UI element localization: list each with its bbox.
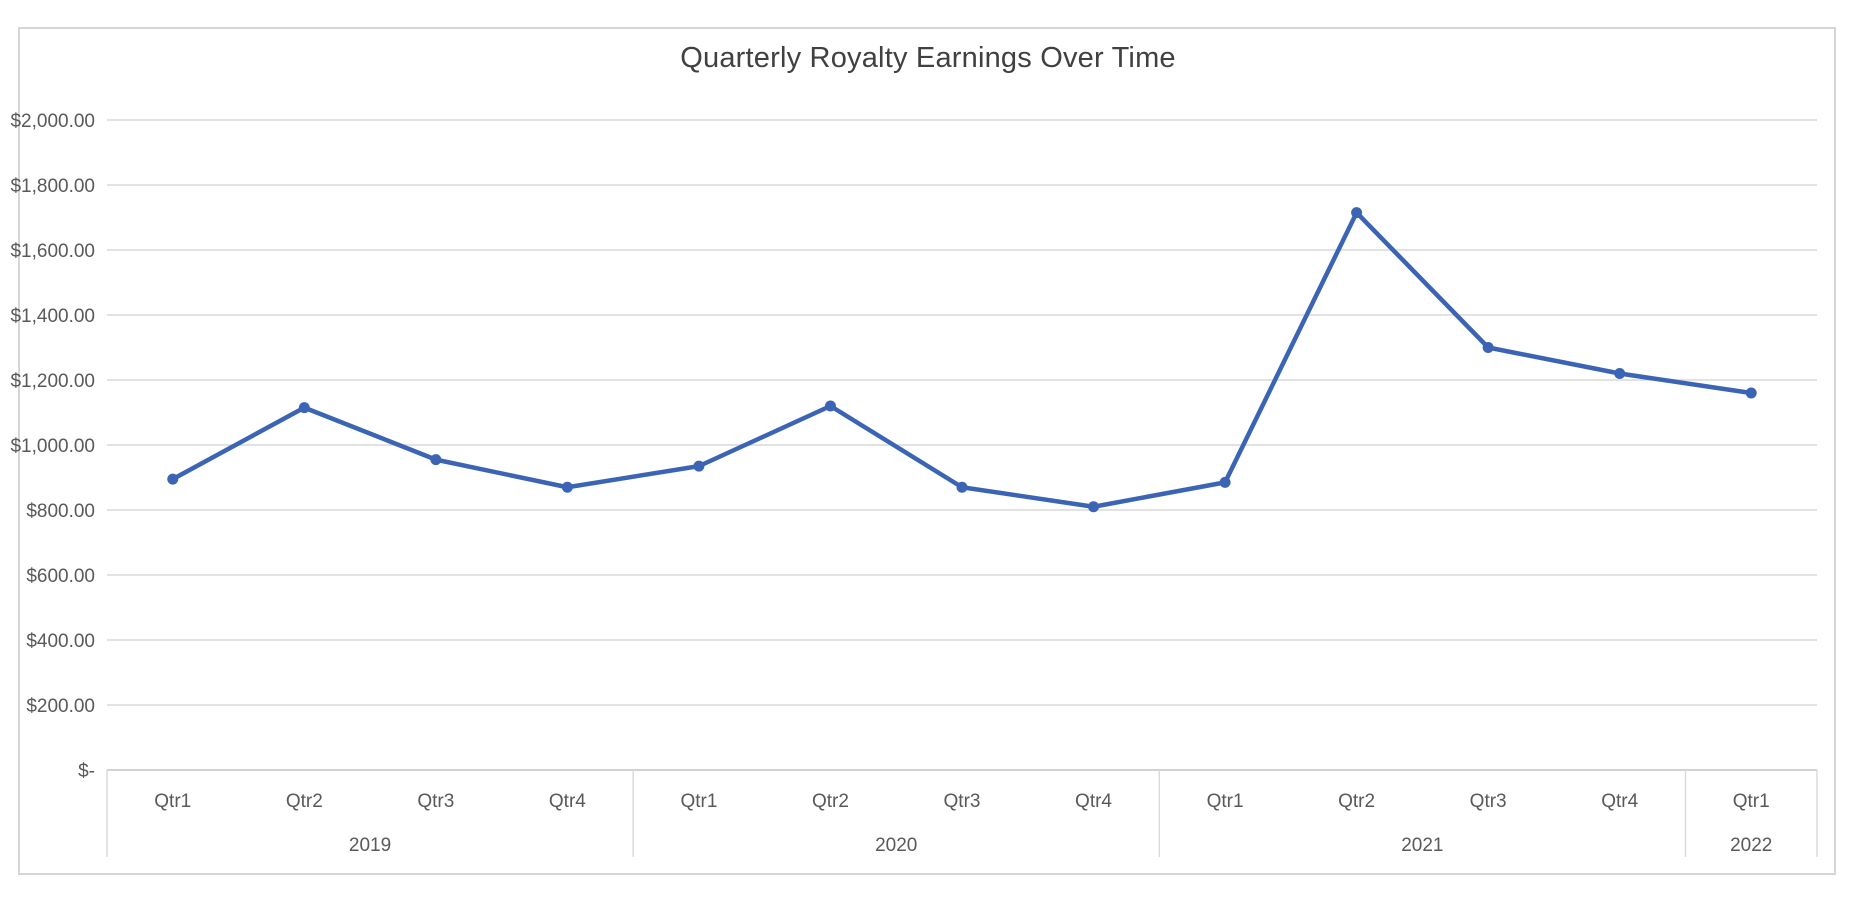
data-point-marker: [693, 460, 705, 472]
x-quarter-label: Qtr3: [1470, 791, 1507, 812]
y-tick-label: $2,000.00: [10, 111, 95, 132]
y-tick-label: $1,000.00: [10, 436, 95, 457]
y-tick-label: $400.00: [26, 631, 95, 652]
year-label: 2019: [349, 835, 391, 856]
chart-frame: [18, 27, 1836, 875]
data-point-marker: [1614, 368, 1626, 379]
x-quarter-label: Qtr4: [1075, 791, 1112, 812]
data-point-marker: [956, 481, 968, 493]
data-point-marker: [430, 454, 442, 466]
x-quarter-label: Qtr4: [549, 791, 586, 812]
series-line: [170, 210, 1754, 509]
x-quarter-label: Qtr1: [1207, 791, 1244, 812]
y-tick-label: $1,600.00: [10, 241, 95, 262]
year-label: 2022: [1730, 835, 1772, 856]
data-point-marker: [561, 481, 573, 493]
y-tick-label: $1,200.00: [10, 371, 95, 392]
y-tick-label: $1,400.00: [10, 306, 95, 327]
x-quarter-label: Qtr1: [154, 791, 191, 812]
y-tick-label: $800.00: [26, 501, 95, 522]
year-label: 2020: [875, 835, 917, 856]
y-tick-label: $1,800.00: [10, 176, 95, 197]
data-point-marker: [1351, 207, 1363, 219]
data-point-marker: [298, 402, 310, 414]
x-quarter-label: Qtr2: [812, 791, 849, 812]
x-quarter-label: Qtr2: [1338, 791, 1375, 812]
x-quarter-label: Qtr3: [417, 791, 454, 812]
x-quarter-label: Qtr1: [1733, 791, 1770, 812]
y-tick-label: $200.00: [26, 696, 95, 717]
x-quarter-label: Qtr3: [944, 791, 981, 812]
data-point-marker: [1219, 476, 1231, 488]
x-quarter-label: Qtr4: [1601, 791, 1638, 812]
chart-title: Quarterly Royalty Earnings Over Time: [680, 42, 1176, 74]
year-label: 2021: [1401, 835, 1443, 856]
y-tick-label: $-: [78, 761, 95, 782]
data-point-marker: [167, 473, 179, 485]
data-point-marker: [1745, 387, 1757, 399]
x-quarter-label: Qtr1: [680, 791, 717, 812]
data-point-marker: [1482, 342, 1494, 353]
y-tick-label: $600.00: [26, 566, 95, 587]
data-point-marker: [1088, 501, 1100, 513]
x-quarter-label: Qtr2: [286, 791, 323, 812]
data-point-marker: [824, 400, 836, 412]
